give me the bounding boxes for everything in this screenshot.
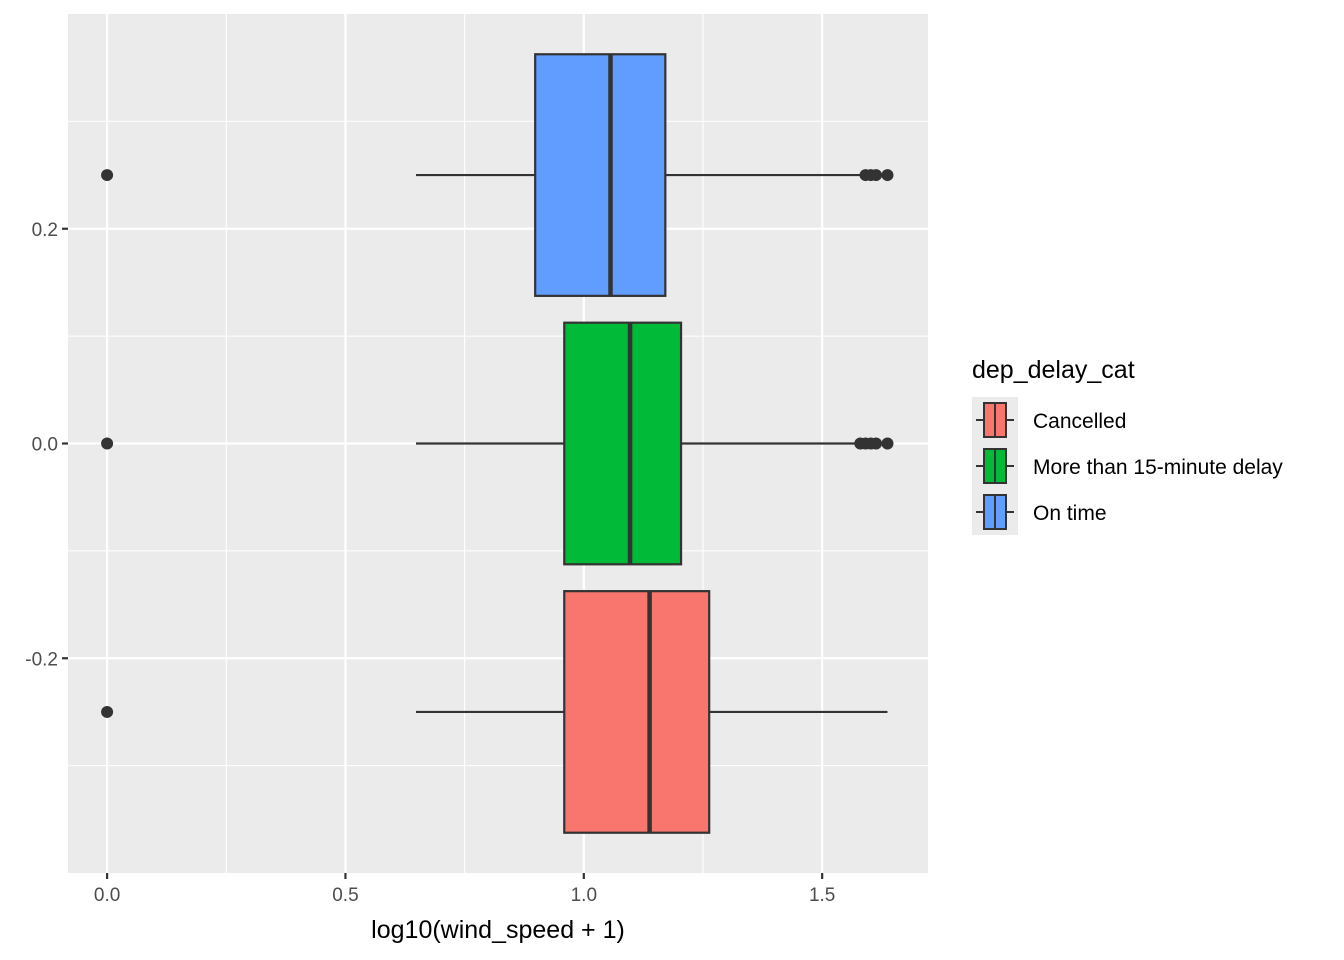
box-cancelled [101,590,888,834]
box-iqr [534,53,667,297]
y-axis: 0.2 0.0 -0.2 [25,220,68,670]
outlier-point [101,169,114,182]
box-on-time [101,53,894,297]
x-tick-label: 1.0 [571,885,597,906]
box-more-than-15-minute-delay [101,321,894,566]
legend-label: More than 15-minute delay [1033,456,1283,479]
y-tick-label: 0.0 [32,435,58,456]
legend: dep_delay_cat Cancelled More than 15-minu… [972,356,1283,535]
outlier-point [870,169,883,182]
x-axis: 0.0 0.5 1.0 1.5 [94,873,835,906]
legend-title: dep_delay_cat [972,356,1135,384]
y-tick-label: -0.2 [25,649,58,670]
legend-item-more-than-15-minute-delay: More than 15-minute delay [976,448,1283,484]
x-axis-title: log10(wind_speed + 1) [371,916,625,944]
y-tick-label: 0.2 [32,220,58,241]
legend-item-cancelled: Cancelled [976,402,1126,438]
outlier-point [870,437,883,450]
box-iqr [563,321,683,566]
box-iqr [563,590,711,834]
outlier-point [881,169,894,182]
x-tick-label: 1.5 [809,885,835,906]
outlier-point [881,437,894,450]
box-series-group [101,53,894,834]
legend-item-on-time: On time [976,494,1107,530]
outlier-point [101,705,114,718]
legend-label: On time [1033,502,1107,525]
legend-label: Cancelled [1033,410,1126,433]
outlier-point [101,437,114,450]
x-tick-label: 0.0 [94,885,120,906]
x-tick-label: 0.5 [332,885,358,906]
